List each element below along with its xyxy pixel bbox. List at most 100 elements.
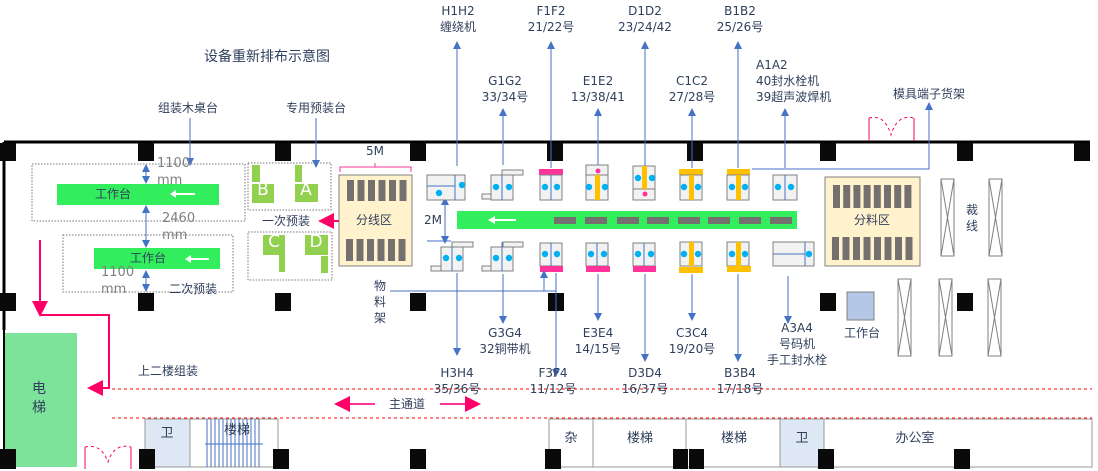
machine-code: H1H2 xyxy=(441,4,475,18)
workbench-bottom-label: 工作台 xyxy=(129,251,167,265)
machine-desc: 35/36号 xyxy=(433,382,481,396)
conveyor-item xyxy=(678,217,700,224)
prebench-zone-cd xyxy=(247,231,333,281)
cutting-label: 裁线 xyxy=(965,203,978,233)
rack-bar xyxy=(356,239,364,261)
door-top xyxy=(868,116,915,141)
machine-bar xyxy=(539,169,563,175)
machine-code: F3F4 xyxy=(538,366,568,380)
machine-desc: 21/22号 xyxy=(527,20,575,34)
pillar xyxy=(273,449,289,469)
pillar xyxy=(1074,143,1090,161)
rack-bar xyxy=(833,185,840,208)
machine-label-h3h4: H3H4 35/36号 xyxy=(434,365,481,397)
prebench-zone-ab xyxy=(247,162,332,211)
machine-label-f1f2: F1F2 21/22号 xyxy=(528,3,575,35)
pillar xyxy=(687,143,703,161)
machine-desc: 32铜带机 xyxy=(479,342,531,356)
mold-rack-label: 模具端子货架 xyxy=(892,87,966,101)
room-label: 楼梯 xyxy=(720,431,748,446)
rack-bar xyxy=(904,185,912,208)
room-toilet-2 xyxy=(779,418,825,468)
room-label: 卫 xyxy=(795,431,809,446)
flow-arrow-icon xyxy=(170,190,209,263)
machine-desc: 号码机 xyxy=(778,337,816,351)
status-dot xyxy=(505,183,513,191)
status-dot xyxy=(595,168,601,174)
status-dot xyxy=(680,183,688,191)
status-dot xyxy=(585,183,593,191)
split-width-label: 5M xyxy=(366,144,384,158)
rack-bar xyxy=(905,237,913,260)
machine-label-b3b4: B3B4 17/18号 xyxy=(717,365,764,397)
label-second-preassembly: 二次预装 xyxy=(168,282,218,296)
room-label: 办公室 xyxy=(895,431,935,446)
machine-bar xyxy=(540,266,563,272)
rack-bar xyxy=(377,239,385,261)
gap-label: 2M xyxy=(424,213,442,227)
mold-rack-line xyxy=(752,102,933,170)
conveyor-item xyxy=(647,217,669,224)
status-dot xyxy=(442,254,450,262)
status-dot xyxy=(647,250,655,258)
rack-bar xyxy=(399,180,407,201)
status-dot xyxy=(553,183,561,191)
machine xyxy=(426,174,466,201)
status-dot xyxy=(728,183,736,191)
machine-desc: 19/20号 xyxy=(668,342,716,356)
rack-bar xyxy=(894,185,902,208)
room-label: 楼梯 xyxy=(626,431,654,446)
status-dot xyxy=(458,181,466,189)
pillar xyxy=(275,143,291,161)
pillar xyxy=(957,293,973,311)
rack-bar xyxy=(357,180,365,201)
rack-cross-icon xyxy=(940,178,955,257)
room-stairs-1 xyxy=(189,418,279,468)
status-dot xyxy=(601,183,609,191)
machine-code: C1C2 xyxy=(675,74,709,88)
split-area-label: 分线区 xyxy=(355,213,393,227)
split-area-racks xyxy=(346,180,407,261)
machine-desc: 33/34号 xyxy=(481,90,529,104)
distribution-area xyxy=(824,176,921,267)
rack-bar xyxy=(368,180,375,201)
rack-bar xyxy=(874,237,881,260)
rack-bar xyxy=(863,237,871,260)
rack-cross-icon xyxy=(938,278,953,357)
rack-bar xyxy=(884,185,891,208)
pillar xyxy=(410,449,426,469)
machine-bar xyxy=(679,267,703,273)
workbench-bottom xyxy=(94,248,220,269)
status-dot xyxy=(492,183,500,191)
slot-b: B xyxy=(257,180,269,200)
leader-lines xyxy=(430,41,792,377)
label-prebench: 专用预装台 xyxy=(285,101,347,115)
status-dot xyxy=(455,254,463,262)
pillar xyxy=(0,143,16,161)
workbench-top-label: 工作台 xyxy=(94,187,132,201)
machine-bar xyxy=(689,175,694,200)
machines xyxy=(426,164,815,273)
width-bracket xyxy=(339,163,412,172)
dim-middle: 2460 mm xyxy=(162,211,196,243)
status-dot xyxy=(435,189,443,197)
distribution-area-racks xyxy=(832,185,913,260)
machine xyxy=(502,241,524,248)
machine-bar xyxy=(736,242,741,266)
rack-bar xyxy=(853,185,861,208)
machine-bar xyxy=(586,266,610,272)
machine-desc: 14/15号 xyxy=(574,342,622,356)
status-dot xyxy=(680,250,688,258)
rack-cross-icon xyxy=(987,278,1002,357)
room-label: 卫 xyxy=(160,426,174,441)
pillar xyxy=(673,449,688,469)
pillar xyxy=(545,449,561,469)
status-dot xyxy=(541,183,549,191)
status-dot xyxy=(634,174,642,182)
machine-desc2: 39超声波焊机 xyxy=(756,90,832,104)
dim-top: 1100 mm xyxy=(157,156,191,188)
material-rack-label: 物料架 xyxy=(373,279,386,325)
conveyor-item xyxy=(708,217,730,224)
machine-code: B1B2 xyxy=(724,4,756,18)
